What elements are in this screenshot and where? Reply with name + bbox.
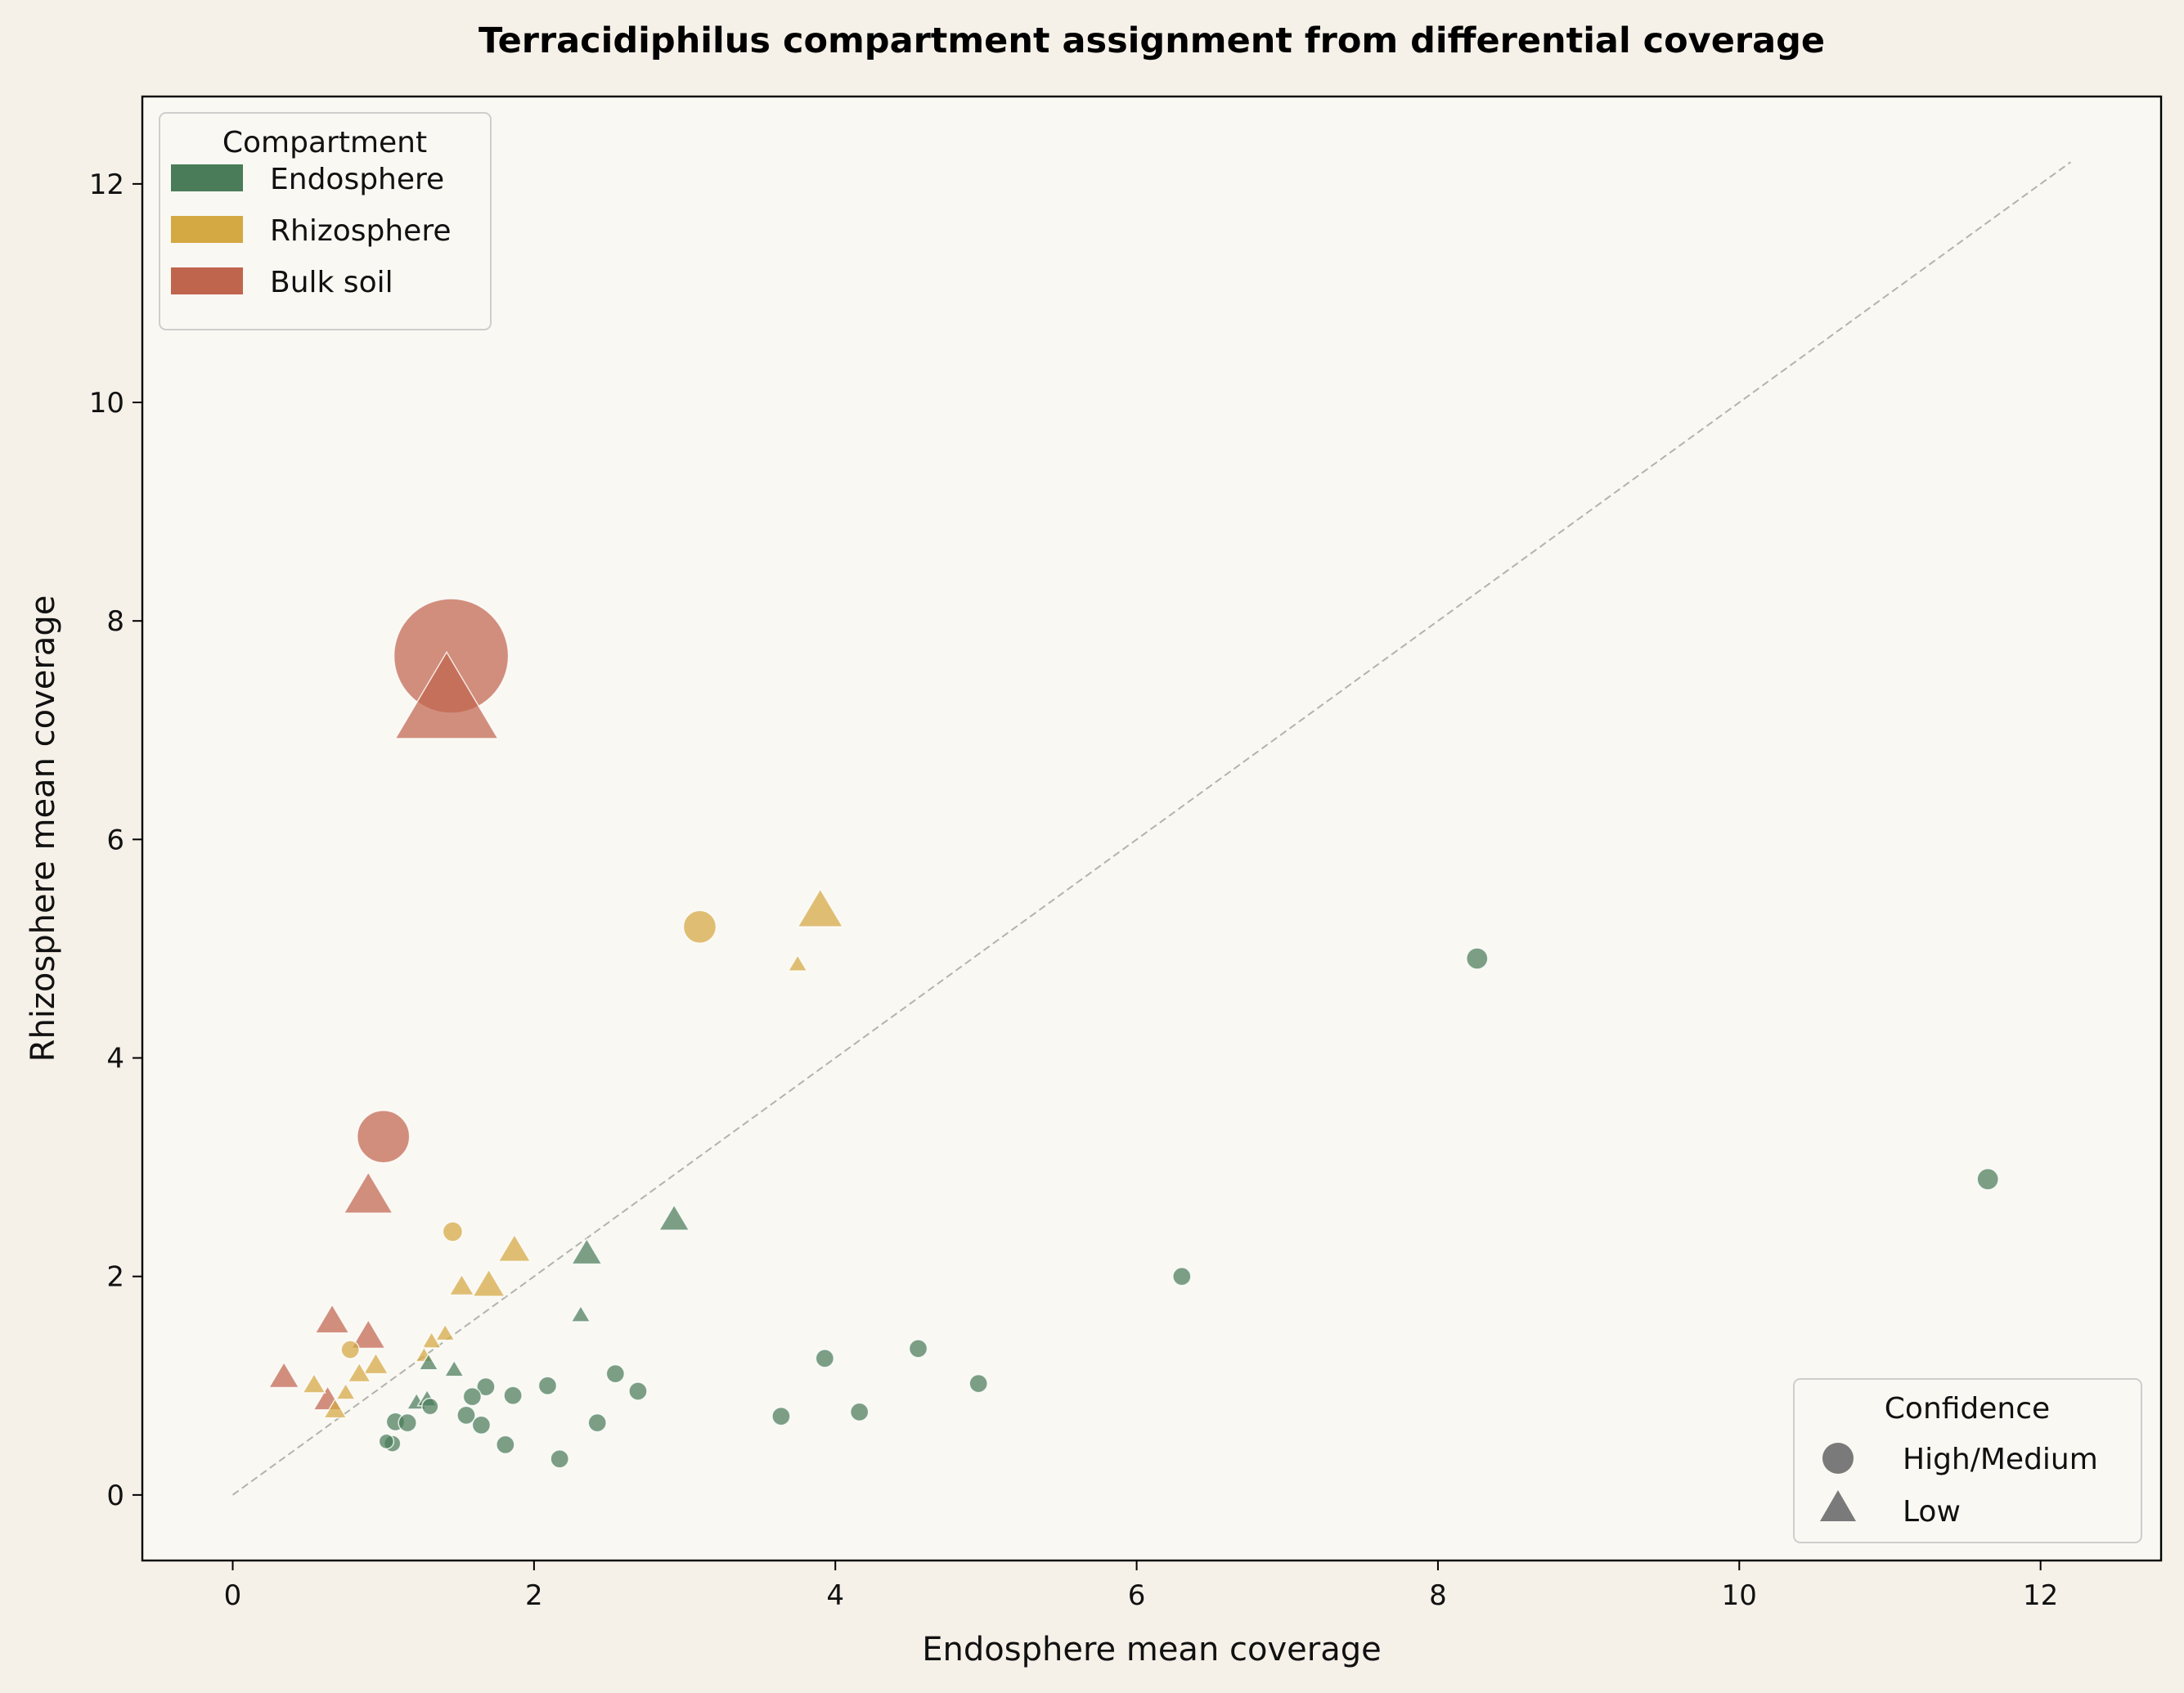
endosphere-point-high-medium (421, 1397, 439, 1416)
x-axis-label: Endosphere mean coverage (922, 1631, 1381, 1668)
endosphere-point-high-medium (550, 1449, 569, 1469)
x-tick-label: 6 (1128, 1579, 1146, 1612)
rhizosphere-point-low (335, 1382, 357, 1400)
y-tick-label: 8 (106, 605, 124, 638)
endosphere-point-high-medium (462, 1386, 483, 1407)
y-tick-label: 0 (106, 1480, 124, 1512)
endosphere-point-high-medium (908, 1339, 928, 1358)
rhizosphere-point-high-medium (442, 1221, 464, 1242)
endosphere-point-high-medium (968, 1373, 988, 1394)
confidence-legend-title: Confidence (1885, 1392, 2050, 1426)
y-tick-label: 4 (106, 1043, 124, 1076)
x-tick-label: 0 (224, 1579, 242, 1612)
chart-title: Terracidiphilus compartment assignment f… (479, 20, 1825, 61)
endosphere-point-high-medium (771, 1406, 791, 1426)
rhizosphere-point-high-medium (682, 909, 717, 944)
endosphere-point-high-medium (1976, 1168, 1999, 1191)
y-tick-label: 12 (89, 168, 124, 201)
endosphere-point-high-medium (456, 1405, 476, 1426)
rhizosphere-legend-swatch (171, 216, 243, 243)
bulk-soil-point-low (267, 1361, 300, 1389)
rhizosphere-point-low (301, 1372, 326, 1394)
rhizosphere-point-low (434, 1323, 456, 1341)
rhizosphere-point-low (471, 1268, 506, 1297)
bulk-soil-point-low (343, 1170, 394, 1214)
endosphere-point-high-medium (398, 1412, 417, 1433)
endosphere-point-high-medium (587, 1412, 607, 1433)
endosphere-point-high-medium (628, 1381, 648, 1401)
diagonal-reference-line (231, 161, 2072, 1496)
endosphere-point-high-medium (503, 1385, 523, 1406)
rhizosphere-point-low (797, 887, 844, 927)
rhizosphere-point-low (362, 1352, 389, 1375)
x-tick-label: 2 (525, 1579, 543, 1612)
bulk-soil-point-low (350, 1318, 387, 1349)
x-tick-label: 8 (1429, 1579, 1447, 1612)
rhizosphere-point-high-medium (340, 1340, 360, 1359)
endosphere-point-low (418, 1353, 439, 1371)
bulk-soil-legend-label: Bulk soil (270, 266, 393, 299)
y-tick-label: 10 (89, 387, 124, 420)
endosphere-point-low (443, 1359, 465, 1377)
endosphere-point-high-medium (815, 1349, 835, 1368)
endosphere-point-high-medium (496, 1435, 515, 1455)
endosphere-legend-label: Endosphere (270, 163, 444, 196)
high-medium-legend-marker (1822, 1443, 1854, 1474)
bulk-soil-legend-swatch (171, 267, 243, 294)
x-tick-label: 4 (826, 1579, 844, 1612)
low-legend-label: Low (1903, 1495, 1961, 1529)
rhizosphere-point-low (347, 1362, 372, 1383)
endosphere-point-high-medium (378, 1433, 395, 1450)
rhizosphere-point-low (787, 954, 808, 972)
endosphere-point-high-medium (476, 1376, 496, 1397)
plot-frame (141, 95, 2163, 1562)
endosphere-point-low (570, 1305, 591, 1323)
compartment-legend-title: Compartment (222, 126, 427, 159)
rhizosphere-point-low (448, 1273, 475, 1296)
endosphere-point-high-medium (1466, 947, 1489, 970)
y-axis-label: Rhizosphere mean coverage (25, 595, 62, 1062)
compartment-legend: Compartment Endosphere Rhizosphere Bulk so… (159, 112, 492, 330)
endosphere-point-high-medium (471, 1415, 492, 1435)
low-legend-marker (1820, 1490, 1856, 1521)
bulk-soil-point-high-medium (356, 1109, 411, 1164)
endosphere-legend-swatch (171, 164, 243, 191)
endosphere-point-high-medium (849, 1402, 870, 1422)
y-tick-label: 6 (106, 824, 124, 856)
rhizosphere-legend-label: Rhizosphere (270, 214, 451, 248)
endosphere-point-high-medium (537, 1376, 558, 1396)
rhizosphere-point-low (497, 1233, 532, 1262)
bulk-soil-point-low (394, 650, 500, 739)
bulk-soil-point-low (314, 1303, 350, 1334)
x-tick-label: 10 (1722, 1579, 1757, 1612)
endosphere-point-low (570, 1237, 603, 1265)
endosphere-point-high-medium (605, 1363, 626, 1384)
rhizosphere-point-low (420, 1331, 443, 1349)
high-medium-legend-label: High/Medium (1903, 1443, 2098, 1476)
y-tick-label: 2 (106, 1261, 124, 1294)
endosphere-point-low (658, 1203, 690, 1231)
endosphere-point-high-medium (1172, 1266, 1192, 1287)
rhizosphere-point-low (322, 1398, 348, 1419)
confidence-legend: Confidence High/Medium Low (1793, 1378, 2142, 1543)
x-tick-label: 12 (2023, 1579, 2058, 1612)
